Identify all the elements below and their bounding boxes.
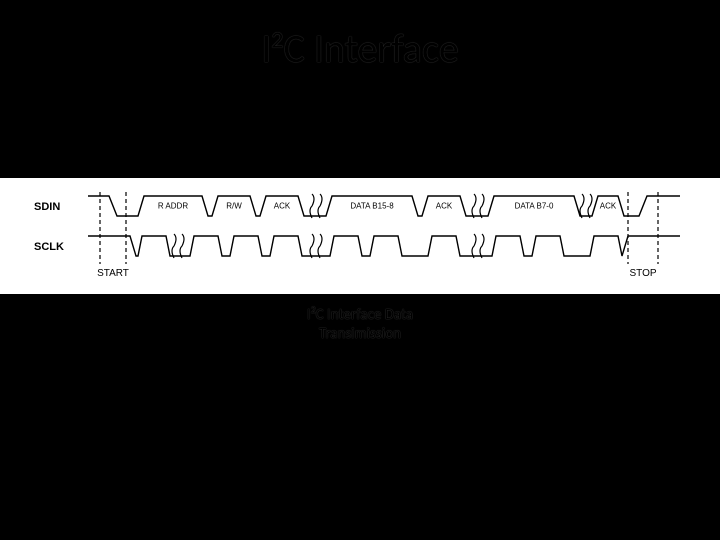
title-suffix: C Interface <box>283 24 458 73</box>
caption-line2: Transimission <box>319 325 401 343</box>
sdin-break <box>472 194 484 218</box>
sclk-break <box>172 234 184 258</box>
sclk-label: SCLK <box>34 241 64 253</box>
start-label: START <box>97 268 129 279</box>
timing-svg: SDIN SCLK START STOP R ADDR R/W ACK DATA B15-8 A… <box>30 186 690 286</box>
segment-label: DATA B7-0 <box>515 202 554 211</box>
sclk-break <box>472 234 484 258</box>
stop-label: STOP <box>629 268 656 279</box>
sclk-trace <box>88 236 680 256</box>
segment-label: R/W <box>226 202 242 211</box>
sdin-break <box>310 194 322 218</box>
segment-label: R ADDR <box>158 202 188 211</box>
start-marker <box>100 192 126 264</box>
segment-label: ACK <box>600 202 617 211</box>
sclk-break <box>310 234 322 258</box>
timing-diagram-strip: SDIN SCLK START STOP R ADDR R/W ACK DATA B15-8 A… <box>0 178 720 294</box>
sdin-break <box>580 194 592 218</box>
caption-suffix: C Interface Data <box>316 306 413 324</box>
timing-diagram: SDIN SCLK START STOP R ADDR R/W ACK DATA B15-8 A… <box>30 186 690 286</box>
page-title: I2C Interface <box>0 24 720 73</box>
diagram-caption: I2C Interface Data Transimission <box>0 304 720 344</box>
title-prefix: I <box>261 24 271 73</box>
stop-marker <box>628 192 658 264</box>
slide: I2C Interface SDIN SCLK START STOP R ADDR R/W… <box>0 0 720 540</box>
segment-label: DATA B15-8 <box>350 202 394 211</box>
sdin-label: SDIN <box>34 201 60 213</box>
segment-label: ACK <box>274 202 291 211</box>
title-sup: 2 <box>271 26 283 55</box>
segment-label: ACK <box>436 202 453 211</box>
